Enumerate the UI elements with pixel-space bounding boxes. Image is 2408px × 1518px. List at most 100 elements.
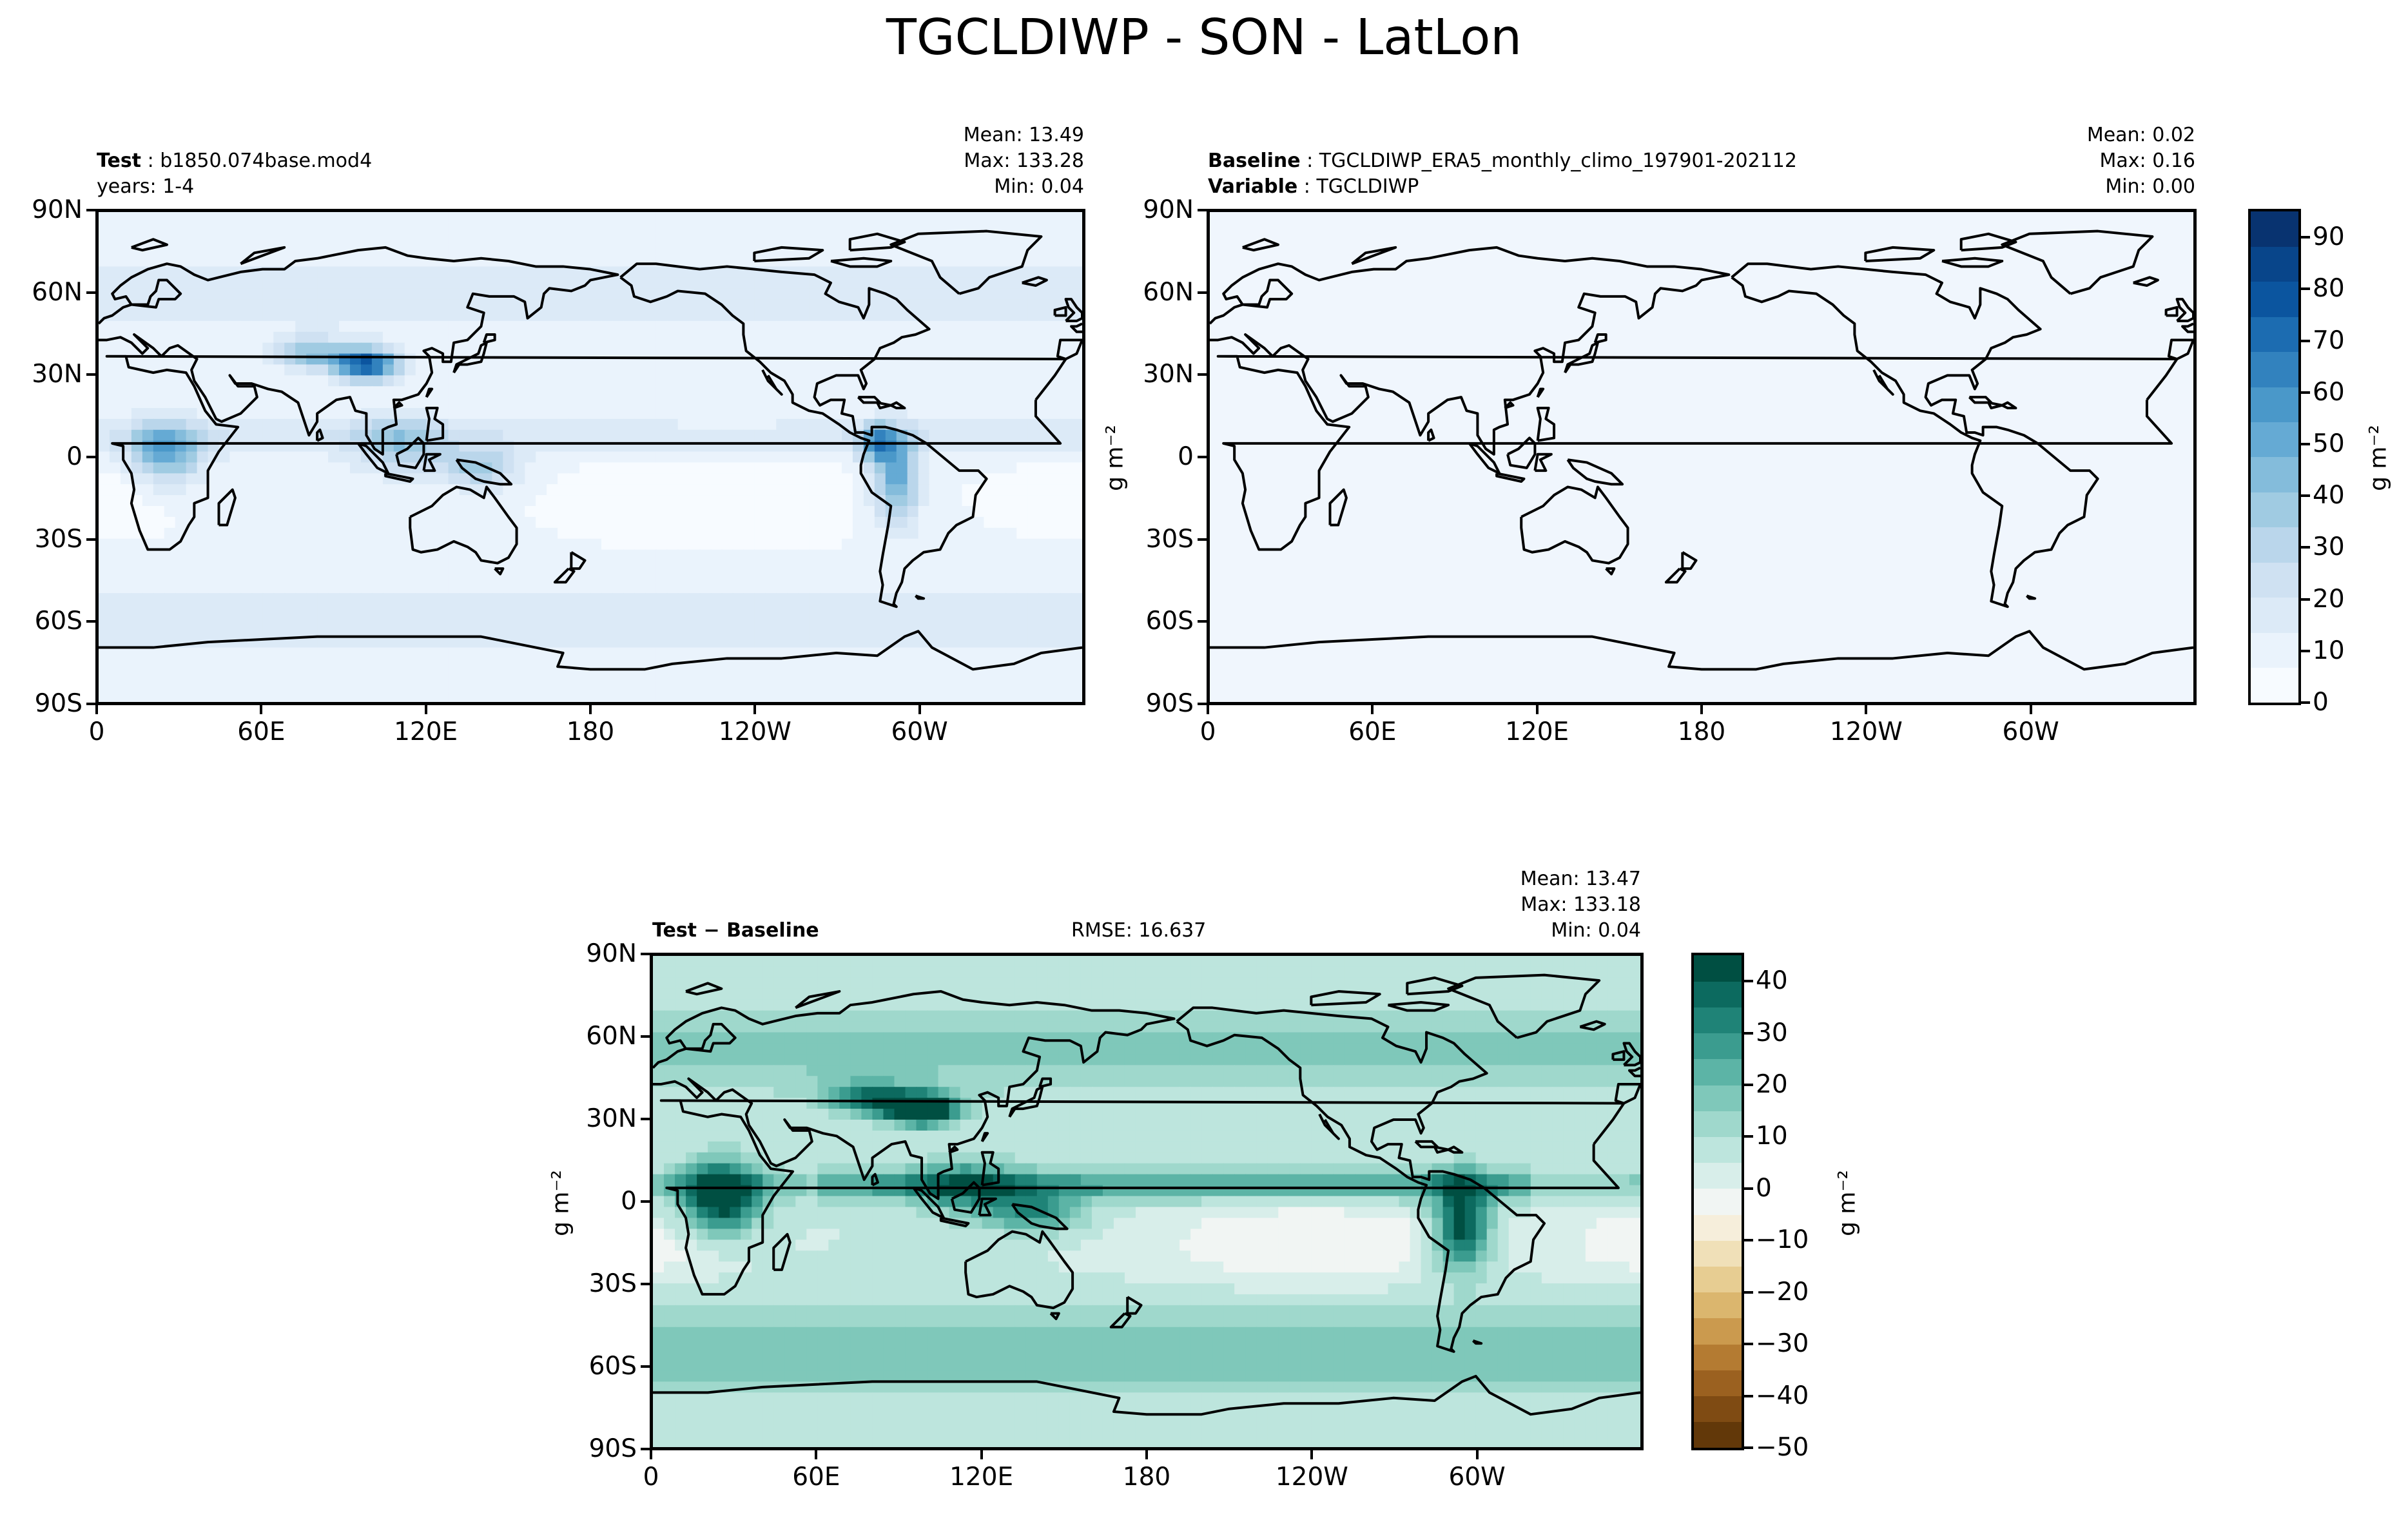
field-cell [164,418,176,431]
field-cell [109,571,121,583]
field-cell [284,299,296,311]
field-cell [328,549,340,561]
field-cell [525,604,537,616]
field-cell [1585,999,1597,1011]
field-cell [809,342,820,355]
coastline-segment [831,258,891,267]
field-cell [809,255,820,268]
field-cell [1432,1010,1444,1022]
field-cell [1038,571,1050,583]
field-cell [1267,956,1279,968]
field-cell [1190,1021,1202,1033]
field-cell [612,375,624,387]
field-cell [142,691,154,702]
field-cell [971,988,983,1000]
field-cell [699,331,712,344]
field-cell [894,999,906,1011]
field-cell [273,299,286,311]
field-cell [1519,999,1531,1011]
field-cell [360,582,373,594]
field-cell [874,386,886,398]
field-cell [393,364,405,376]
field-cell [579,429,591,442]
field-cell [579,233,591,246]
field-cell [317,516,329,529]
field-cell [415,331,427,344]
field-cell [404,691,416,702]
coastline-segment [1058,340,1082,359]
field-cell [284,244,296,257]
field-cell [754,593,766,605]
field-cell [1049,658,1061,670]
field-cell [590,353,602,365]
field-cell [536,636,548,648]
field-cell [973,506,985,518]
field-cell [907,342,919,355]
field-cell [863,342,875,355]
field-cell [612,549,624,561]
field-cell [514,582,526,594]
field-cell [175,222,187,235]
field-cell [218,342,231,355]
field-cell [699,604,712,616]
field-cell [1005,495,1018,507]
field-cell [317,320,329,333]
field-cell [841,386,853,398]
field-cell [186,342,198,355]
baseline-variable-colon: : [1297,175,1317,198]
field-cell [404,571,416,583]
field-cell [874,658,886,670]
field-cell [776,680,788,692]
field-cell [164,386,176,398]
field-cell [962,560,974,572]
field-cell [1552,1032,1564,1044]
field-cell [99,451,110,463]
field-cell [841,495,853,507]
field-cell [1016,408,1029,420]
field-cell [918,614,930,627]
field-cell [393,680,405,692]
field-cell [1016,364,1029,376]
field-cell [218,506,231,518]
field-cell [99,429,110,442]
field-cell [1421,956,1433,968]
coastline-segment [427,408,443,441]
field-cell [503,408,515,420]
field-cell [284,506,296,518]
field-cell [547,560,558,572]
field-cell [907,375,919,387]
field-cell [754,506,766,518]
field-cell [306,669,318,681]
field-cell [710,495,723,507]
field-cell [525,429,537,442]
colorbar-tick-mark [2301,236,2310,239]
field-cell [503,299,515,311]
field-cell [514,266,526,278]
field-cell [328,462,340,474]
field-cell [809,549,820,561]
field-cell [601,691,613,702]
field-cell [109,255,121,268]
field-cell [240,604,253,616]
field-cell [360,614,373,627]
field-cell [820,582,831,594]
field-cell [918,233,930,246]
baseline-variable-text: TGCLDIWP [1316,175,1419,198]
coastline-segment [410,487,516,563]
field-cell [208,495,220,507]
field-cell [514,244,526,257]
field-cell [883,1021,895,1033]
field-cell [339,364,351,376]
field-cell [120,582,132,594]
field-cell [951,277,963,289]
field-cell [664,1010,675,1022]
field-cell [164,484,176,496]
field-cell [109,364,121,376]
field-cell [273,375,286,387]
field-cell [197,233,209,246]
field-cell [874,669,886,681]
field-cell [426,516,438,529]
colorbar-tick-label: 30 [2313,532,2345,562]
field-cell [240,516,253,529]
field-cell [984,549,996,561]
